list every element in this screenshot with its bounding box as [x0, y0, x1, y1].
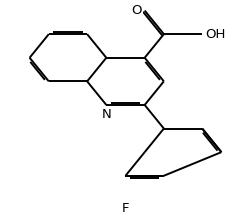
- Text: F: F: [121, 203, 129, 215]
- Text: O: O: [130, 4, 141, 17]
- Text: OH: OH: [204, 28, 225, 41]
- Text: N: N: [101, 108, 111, 121]
